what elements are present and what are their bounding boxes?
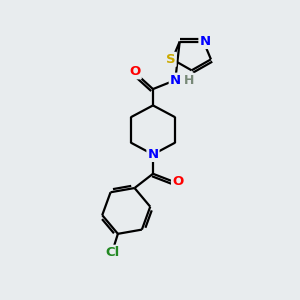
- Text: Cl: Cl: [105, 246, 120, 259]
- Text: N: N: [170, 74, 181, 87]
- Text: H: H: [184, 74, 194, 87]
- Text: O: O: [130, 65, 141, 78]
- Text: N: N: [147, 148, 158, 161]
- Text: O: O: [172, 175, 183, 188]
- Text: N: N: [200, 35, 211, 48]
- Text: S: S: [166, 53, 175, 66]
